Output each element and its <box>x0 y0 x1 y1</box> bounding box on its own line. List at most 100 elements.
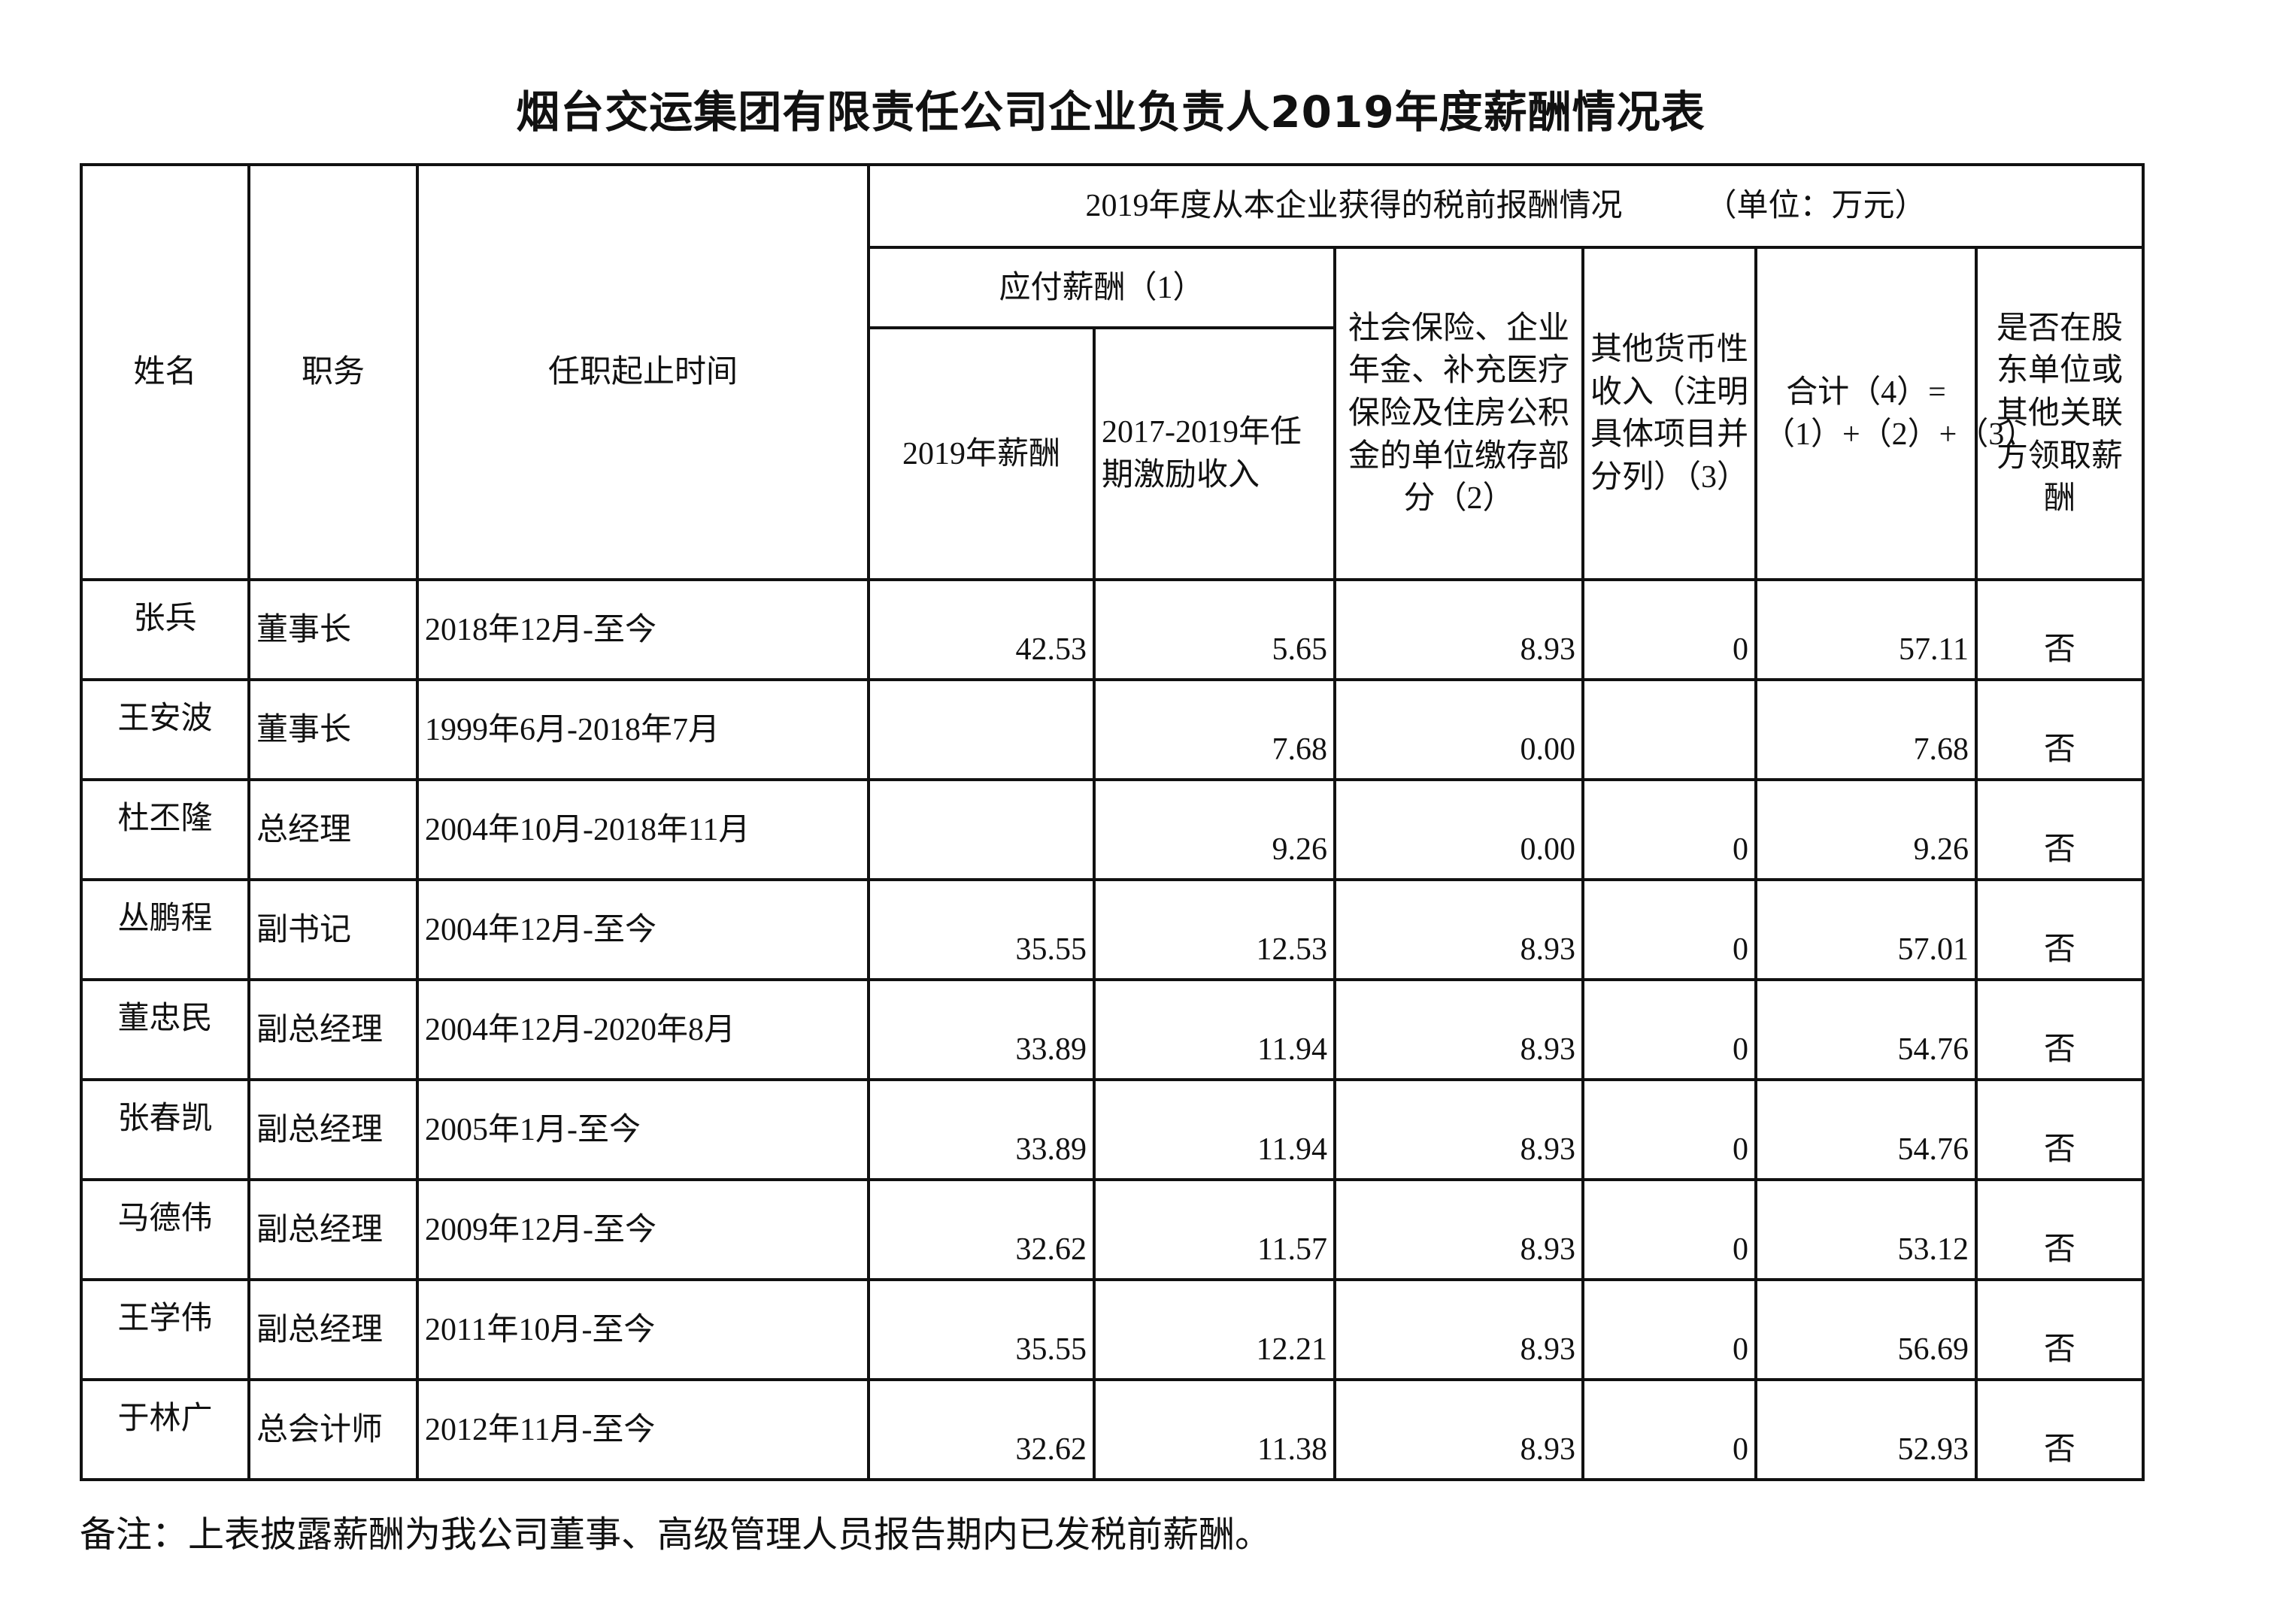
cell-term: 2009年12月-至今 <box>416 1178 870 1282</box>
header-group: 2019年度从本企业获得的税前报酬情况 （单位：万元） <box>867 163 2145 250</box>
cell-total: 57.11 <box>1754 578 1978 682</box>
header-group-text: 2019年度从本企业获得的税前报酬情况 <box>1085 189 1623 224</box>
cell-incentive: 9.26 <box>1093 778 1336 882</box>
page-title: 烟台交运集团有限责任公司企业负责人2019年度薪酬情况表 <box>516 86 1705 138</box>
cell-other: 0 <box>1581 778 1757 882</box>
table-row: 张兵 董事长 2018年12月-至今 42.53 5.65 8.93 0 57.11 否 <box>80 578 2145 682</box>
cell-total: 53.12 <box>1754 1178 1978 1282</box>
cell-salary: 32.62 <box>867 1178 1096 1282</box>
cell-name: 王学伟 <box>80 1278 250 1382</box>
cell-related: 否 <box>1975 978 2145 1082</box>
table-row: 马德伟 副总经理 2009年12月-至今 32.62 11.57 8.93 0 53.12 否 <box>80 1178 2145 1282</box>
header-payable: 应付薪酬（1） <box>867 246 1336 330</box>
header-social: 社会保险、企业年金、补充医疗保险及住房公积金的单位缴存部分（2） <box>1333 246 1584 582</box>
cell-position: 总会计师 <box>247 1378 419 1482</box>
cell-position: 总经理 <box>247 778 419 882</box>
cell-other: 0 <box>1581 578 1757 682</box>
cell-position: 董事长 <box>247 678 419 782</box>
cell-related: 否 <box>1975 1378 2145 1482</box>
cell-salary <box>867 778 1096 882</box>
cell-salary: 32.62 <box>867 1378 1096 1482</box>
cell-name: 董忠民 <box>80 978 250 1082</box>
cell-total: 52.93 <box>1754 1378 1978 1482</box>
cell-term: 2011年10月-至今 <box>416 1278 870 1382</box>
header-term: 任职起止时间 <box>416 163 870 582</box>
cell-salary: 33.89 <box>867 1078 1096 1182</box>
cell-name: 王安波 <box>80 678 250 782</box>
cell-position: 董事长 <box>247 578 419 682</box>
header-other: 其他货币性收入（注明具体项目并分列）（3） <box>1581 246 1757 582</box>
cell-name: 张春凯 <box>80 1078 250 1182</box>
header-unit: （单位：万元） <box>1705 189 1927 224</box>
table-row: 杜丕隆 总经理 2004年10月-2018年11月 9.26 0.00 0 9.26 否 <box>80 778 2145 882</box>
cell-social: 0.00 <box>1333 678 1584 782</box>
cell-position: 副总经理 <box>247 1278 419 1382</box>
cell-social: 8.93 <box>1333 878 1584 982</box>
cell-social: 8.93 <box>1333 1378 1584 1482</box>
table-row: 张春凯 副总经理 2005年1月-至今 33.89 11.94 8.93 0 54.76 否 <box>80 1078 2145 1182</box>
cell-social: 8.93 <box>1333 1278 1584 1382</box>
cell-incentive: 12.53 <box>1093 878 1336 982</box>
cell-salary <box>867 678 1096 782</box>
cell-term: 2012年11月-至今 <box>416 1378 870 1482</box>
cell-social: 8.93 <box>1333 1078 1584 1182</box>
cell-total: 54.76 <box>1754 1078 1978 1182</box>
salary-table: 姓名 职务 任职起止时间 2019年度从本企业获得的税前报酬情况 （单位：万元） … <box>80 163 2145 1482</box>
cell-name: 杜丕隆 <box>80 778 250 882</box>
cell-term: 2018年12月-至今 <box>416 578 870 682</box>
cell-salary: 35.55 <box>867 878 1096 982</box>
cell-term: 2004年12月-2020年8月 <box>416 978 870 1082</box>
cell-related: 否 <box>1975 578 2145 682</box>
cell-incentive: 7.68 <box>1093 678 1336 782</box>
cell-other: 0 <box>1581 878 1757 982</box>
table-row: 丛鹏程 副书记 2004年12月-至今 35.55 12.53 8.93 0 57.01 否 <box>80 878 2145 982</box>
cell-related: 否 <box>1975 878 2145 982</box>
cell-term: 2004年10月-2018年11月 <box>416 778 870 882</box>
cell-total: 57.01 <box>1754 878 1978 982</box>
header-total: 合计（4）=（1）+（2）+（3） <box>1754 246 2036 582</box>
cell-position: 副总经理 <box>247 978 419 1082</box>
cell-other: 0 <box>1581 1078 1757 1182</box>
cell-total: 7.68 <box>1754 678 1978 782</box>
document: 烟台交运集团有限责任公司企业负责人2019年度薪酬情况表 姓名 职务 任职起止时… <box>80 84 2145 1559</box>
table-row: 董忠民 副总经理 2004年12月-2020年8月 33.89 11.94 8.93 0 54… <box>80 978 2145 1082</box>
cell-incentive: 11.94 <box>1093 1078 1336 1182</box>
cell-social: 8.93 <box>1333 1178 1584 1282</box>
table-row: 于林广 总会计师 2012年11月-至今 32.62 11.38 8.93 0 52.93 否 <box>80 1378 2145 1482</box>
cell-name: 张兵 <box>80 578 250 682</box>
cell-total: 56.69 <box>1754 1278 1978 1382</box>
cell-total: 9.26 <box>1754 778 1978 882</box>
header-salary-2019: 2019年薪酬 <box>867 326 1096 582</box>
cell-social: 0.00 <box>1333 778 1584 882</box>
header-related: 是否在股东单位或其他关联方领取薪酬 <box>1975 246 2145 582</box>
cell-other: 0 <box>1581 1178 1757 1282</box>
cell-salary: 33.89 <box>867 978 1096 1082</box>
cell-name: 于林广 <box>80 1378 250 1482</box>
table-row: 王学伟 副总经理 2011年10月-至今 35.55 12.21 8.93 0 56.69 否 <box>80 1278 2145 1382</box>
cell-incentive: 11.94 <box>1093 978 1336 1082</box>
header-name: 姓名 <box>80 163 250 582</box>
cell-position: 副书记 <box>247 878 419 982</box>
cell-position: 副总经理 <box>247 1178 419 1282</box>
cell-incentive: 11.38 <box>1093 1378 1336 1482</box>
cell-incentive: 12.21 <box>1093 1278 1336 1382</box>
cell-other: 0 <box>1581 1378 1757 1482</box>
cell-social: 8.93 <box>1333 578 1584 682</box>
cell-term: 2005年1月-至今 <box>416 1078 870 1182</box>
header-position: 职务 <box>247 163 419 582</box>
footnote: 备注：上表披露薪酬为我公司董事、高级管理人员报告期内已发税前薪酬。 <box>80 1513 1272 1556</box>
cell-related: 否 <box>1975 1178 2145 1282</box>
cell-name: 丛鹏程 <box>80 878 250 982</box>
cell-term: 1999年6月-2018年7月 <box>416 678 870 782</box>
cell-other: 0 <box>1581 1278 1757 1382</box>
cell-related: 否 <box>1975 778 2145 882</box>
cell-related: 否 <box>1975 678 2145 782</box>
cell-incentive: 5.65 <box>1093 578 1336 682</box>
cell-term: 2004年12月-至今 <box>416 878 870 982</box>
cell-other <box>1581 678 1757 782</box>
cell-social: 8.93 <box>1333 978 1584 1082</box>
cell-total: 54.76 <box>1754 978 1978 1082</box>
cell-salary: 42.53 <box>867 578 1096 682</box>
cell-salary: 35.55 <box>867 1278 1096 1382</box>
cell-other: 0 <box>1581 978 1757 1082</box>
